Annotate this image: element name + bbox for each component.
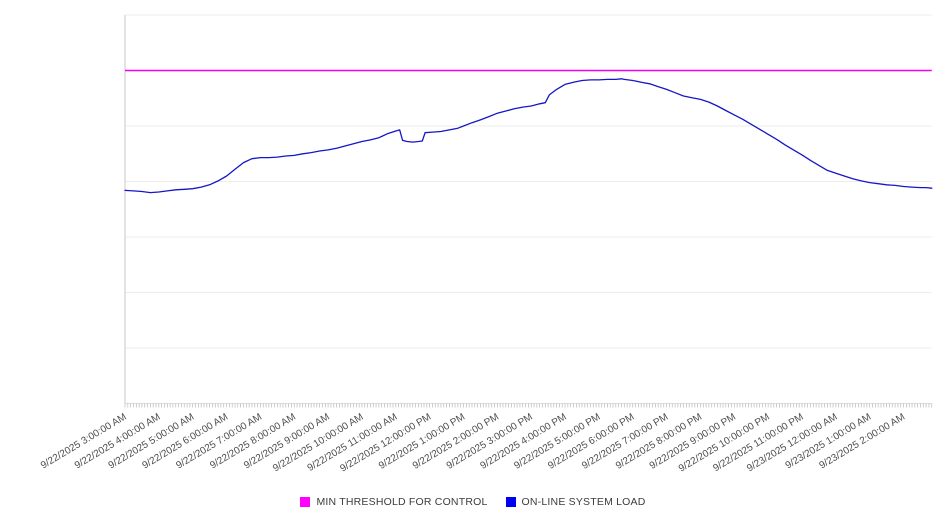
legend-item-threshold[interactable]: MIN THRESHOLD FOR CONTROL bbox=[300, 496, 487, 508]
legend-label-load: ON-LINE SYSTEM LOAD bbox=[521, 496, 646, 508]
chart-legend: MIN THRESHOLD FOR CONTROL ON-LINE SYSTEM… bbox=[0, 496, 946, 508]
legend-swatch-load-icon bbox=[505, 497, 516, 507]
legend-swatch-threshold-icon bbox=[300, 497, 311, 507]
legend-item-load[interactable]: ON-LINE SYSTEM LOAD bbox=[505, 496, 646, 508]
legend-label-threshold: MIN THRESHOLD FOR CONTROL bbox=[316, 496, 488, 508]
load-line bbox=[124, 78, 933, 194]
